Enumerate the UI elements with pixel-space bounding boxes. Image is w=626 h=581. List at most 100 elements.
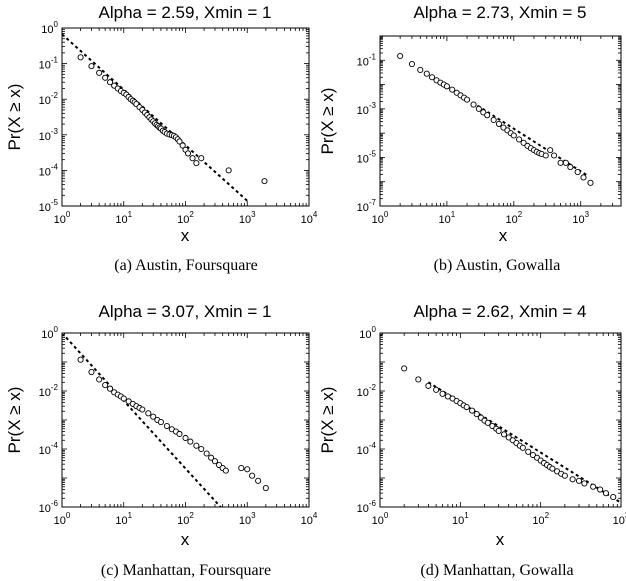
- tick-exponent: -2: [51, 383, 59, 392]
- data-point: [185, 150, 192, 157]
- data-point: [176, 430, 183, 438]
- tick-exponent: 0: [66, 210, 71, 219]
- tick-base: 10: [239, 214, 251, 226]
- tick-exponent: 1: [464, 511, 469, 520]
- tick-base: 10: [54, 214, 66, 226]
- x-axis-label: x: [181, 530, 190, 549]
- data-point: [96, 69, 103, 76]
- x-tick-label: 101: [115, 511, 132, 527]
- data-point: [415, 376, 422, 383]
- data-point: [401, 365, 408, 372]
- tick-exponent: -1: [51, 56, 59, 65]
- data-point: [198, 445, 205, 453]
- data-point: [602, 490, 610, 497]
- tick-exponent: -4: [369, 441, 377, 450]
- y-axis-label: Pr(X ≥ x): [5, 387, 24, 454]
- tick-exponent: 4: [313, 210, 318, 219]
- data-point: [102, 74, 109, 81]
- data-point: [249, 472, 256, 479]
- data-point: [107, 79, 114, 86]
- tick-exponent: 3: [251, 210, 256, 219]
- data-point: [574, 169, 581, 176]
- plot-frame: [379, 35, 622, 207]
- tick-base: 10: [39, 503, 51, 515]
- tick-base: 10: [357, 503, 369, 515]
- data-point: [449, 86, 456, 93]
- y-tick-label: 10-1: [39, 56, 59, 72]
- tick-exponent: -5: [51, 198, 59, 207]
- data-point: [575, 477, 583, 484]
- plot-area: [380, 333, 621, 504]
- data-point: [557, 159, 564, 166]
- tick-base: 10: [177, 515, 189, 527]
- data-point: [120, 395, 127, 402]
- tick-exponent: 4: [313, 511, 318, 520]
- x-tick-label: 104: [301, 511, 318, 527]
- data-point: [542, 152, 549, 159]
- x-tick-label: 103: [613, 511, 626, 527]
- data-point: [261, 178, 268, 185]
- data-point: [439, 390, 446, 397]
- tick-exponent: 0: [384, 511, 389, 520]
- data-point: [519, 444, 526, 451]
- y-tick-label: 10-6: [39, 499, 59, 515]
- data-point: [610, 494, 617, 501]
- data-point: [157, 418, 164, 426]
- data-point: [77, 54, 84, 61]
- y-axis-label: Pr(X ≥ x): [318, 88, 337, 155]
- data-point: [429, 74, 436, 81]
- x-tick-label: 100: [54, 210, 71, 226]
- data-point: [77, 356, 84, 363]
- tick-exponent: 2: [189, 210, 194, 219]
- data-point: [495, 427, 502, 434]
- data-point: [203, 450, 210, 457]
- chart-panel: Alpha = 2.59, Xmin = 1 x Pr(X ≥ x) (a) Aust…: [5, 3, 318, 274]
- y-tick-label: 100: [359, 325, 376, 341]
- y-tick-label: 10-3: [357, 101, 377, 117]
- chart-title: Alpha = 2.73, Xmin = 5: [414, 3, 587, 22]
- tick-exponent: 1: [128, 511, 133, 520]
- tick-exponent: -4: [51, 162, 59, 171]
- y-tick-label: 10-4: [39, 162, 59, 178]
- data-point: [561, 472, 568, 479]
- data-point: [88, 369, 95, 376]
- tick-exponent: -1: [369, 52, 377, 61]
- tick-base: 10: [372, 214, 384, 226]
- tick-base: 10: [39, 387, 51, 399]
- y-tick-label: 10-4: [357, 441, 377, 457]
- tick-base: 10: [357, 153, 369, 165]
- tick-exponent: -6: [51, 499, 59, 508]
- x-tick-label: 103: [572, 210, 589, 226]
- tick-base: 10: [301, 214, 313, 226]
- y-tick-label: 10-5: [39, 198, 59, 214]
- y-tick-label: 100: [41, 325, 58, 341]
- tick-base: 10: [115, 515, 127, 527]
- data-point: [187, 438, 194, 445]
- data-point: [244, 466, 251, 473]
- tick-exponent: 2: [189, 511, 194, 520]
- y-tick-label: 10-3: [39, 127, 59, 143]
- data-point: [463, 403, 470, 411]
- tick-base: 10: [39, 445, 51, 457]
- data-point: [569, 476, 576, 483]
- data-point: [587, 179, 594, 186]
- data-point: [490, 116, 497, 123]
- data-point: [473, 411, 480, 418]
- data-point: [567, 164, 574, 171]
- tick-exponent: 0: [372, 325, 377, 334]
- data-point: [562, 159, 569, 166]
- data-point: [176, 138, 183, 145]
- data-point: [433, 386, 440, 393]
- tick-base: 10: [357, 56, 369, 68]
- data-point: [500, 431, 508, 438]
- x-tick-label: 101: [452, 511, 469, 527]
- chart-panel: Alpha = 2.73, Xmin = 5 x Pr(X ≥ x) (b) Aust…: [318, 3, 622, 274]
- y-tick-label: 10-7: [357, 198, 377, 214]
- data-point: [505, 434, 512, 441]
- data-point: [88, 63, 95, 70]
- x-tick-label: 100: [54, 511, 71, 527]
- plot-area: [62, 33, 268, 202]
- data-point: [193, 160, 200, 167]
- tick-base: 10: [357, 105, 369, 117]
- x-axis-label: x: [499, 226, 508, 245]
